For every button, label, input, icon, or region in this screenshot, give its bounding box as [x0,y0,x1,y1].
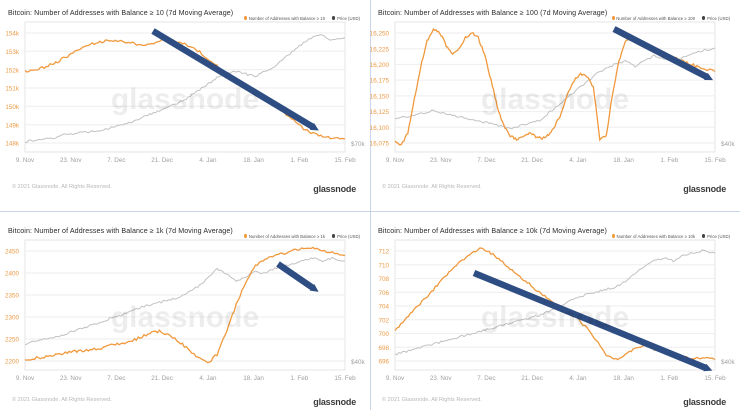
svg-text:696: 696 [378,359,389,366]
svg-text:710: 710 [378,262,389,269]
svg-text:16,250: 16,250 [370,31,390,38]
svg-text:23. Nov: 23. Nov [430,375,453,382]
svg-text:16,150: 16,150 [370,94,390,101]
svg-text:23. Nov: 23. Nov [60,375,83,382]
svg-text:18. Jan: 18. Jan [613,157,634,164]
svg-text:2450: 2450 [5,249,20,256]
svg-text:1. Feb: 1. Feb [660,157,678,164]
svg-text:152k: 152k [5,67,20,74]
svg-text:2250: 2250 [5,337,20,344]
svg-text:16,125: 16,125 [370,109,390,116]
svg-text:15. Feb: 15. Feb [334,157,356,164]
svg-text:7. Dec: 7. Dec [107,157,125,164]
svg-text:4. Jan: 4. Jan [569,157,587,164]
svg-text:698: 698 [378,345,389,352]
svg-text:1. Feb: 1. Feb [290,157,308,164]
svg-text:$40k: $40k [351,359,366,366]
svg-text:16,175: 16,175 [370,78,390,85]
svg-text:21. Dec: 21. Dec [151,157,173,164]
svg-text:23. Nov: 23. Nov [60,157,83,164]
svg-text:151k: 151k [5,86,20,93]
svg-text:7. Dec: 7. Dec [107,375,125,382]
svg-text:4. Jan: 4. Jan [199,375,217,382]
svg-text:9. Nov: 9. Nov [386,157,405,164]
svg-text:15. Feb: 15. Feb [704,157,726,164]
svg-text:21. Dec: 21. Dec [151,375,173,382]
svg-text:2200: 2200 [5,359,20,366]
svg-text:708: 708 [378,276,389,283]
svg-text:706: 706 [378,290,389,297]
svg-text:712: 712 [378,249,389,256]
svg-text:$40k: $40k [721,141,736,148]
svg-text:18. Jan: 18. Jan [243,157,264,164]
svg-text:16,075: 16,075 [370,141,390,148]
svg-text:2300: 2300 [5,315,20,322]
svg-text:23. Nov: 23. Nov [430,157,453,164]
svg-text:15. Feb: 15. Feb [704,375,726,382]
svg-text:153k: 153k [5,49,20,56]
svg-text:2350: 2350 [5,293,20,300]
svg-text:702: 702 [378,317,389,324]
svg-text:9. Nov: 9. Nov [16,375,35,382]
svg-text:4. Jan: 4. Jan [199,157,217,164]
svg-text:150k: 150k [5,104,20,111]
svg-text:$40k: $40k [721,359,736,366]
svg-text:9. Nov: 9. Nov [16,157,35,164]
svg-text:7. Dec: 7. Dec [477,375,495,382]
svg-text:7. Dec: 7. Dec [477,157,495,164]
svg-text:1. Feb: 1. Feb [660,375,678,382]
svg-text:21. Dec: 21. Dec [521,375,543,382]
svg-text:18. Jan: 18. Jan [613,375,634,382]
svg-text:154k: 154k [5,31,20,38]
svg-text:2400: 2400 [5,271,20,278]
svg-text:4. Jan: 4. Jan [569,375,587,382]
svg-text:148k: 148k [5,141,20,148]
svg-text:9. Nov: 9. Nov [386,375,405,382]
svg-text:$70k: $70k [351,141,366,148]
svg-text:16,225: 16,225 [370,46,390,53]
svg-text:700: 700 [378,331,389,338]
svg-text:704: 704 [378,304,389,311]
svg-text:1. Feb: 1. Feb [290,375,308,382]
svg-text:15. Feb: 15. Feb [334,375,356,382]
svg-text:21. Dec: 21. Dec [521,157,543,164]
svg-text:16,100: 16,100 [370,125,390,132]
svg-text:18. Jan: 18. Jan [243,375,264,382]
svg-text:16,200: 16,200 [370,62,390,69]
svg-text:149k: 149k [5,122,20,129]
